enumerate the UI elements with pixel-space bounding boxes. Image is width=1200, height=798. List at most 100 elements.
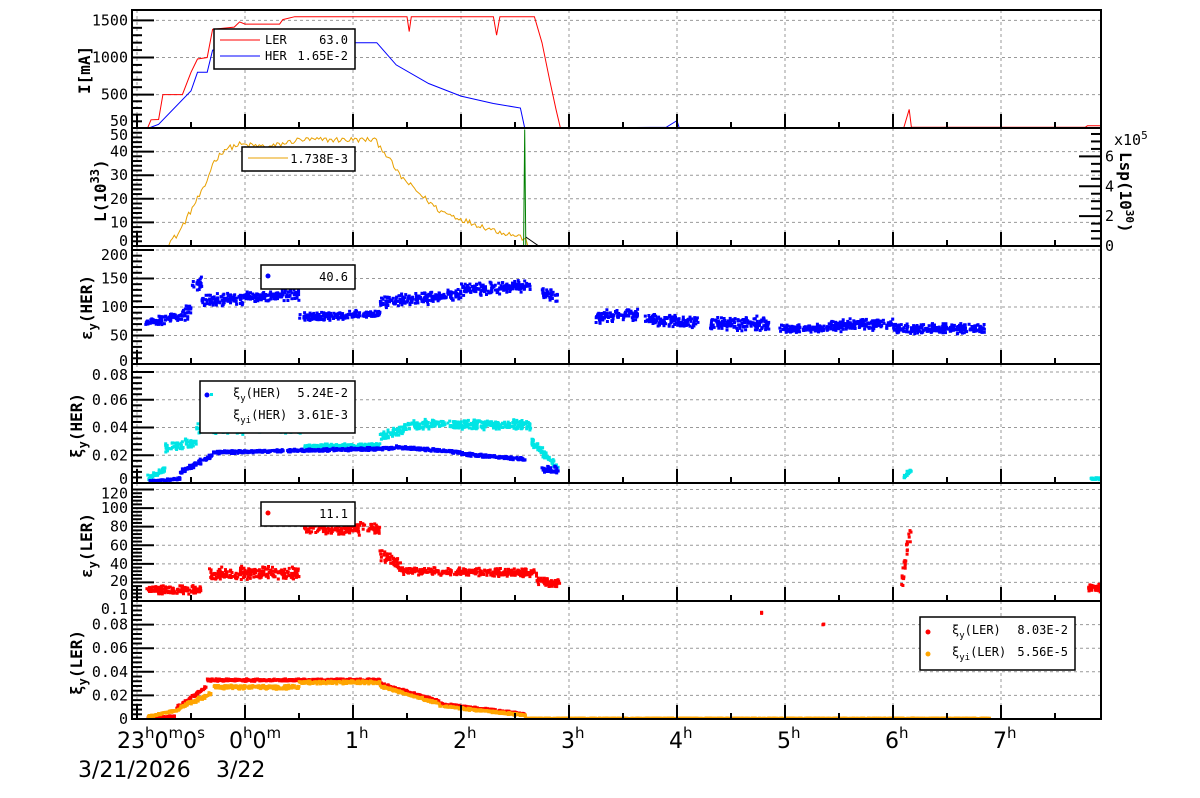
data-point (382, 553, 386, 557)
data-point (656, 324, 660, 328)
data-point (552, 469, 556, 473)
data-point (303, 311, 307, 315)
data-point (514, 282, 518, 286)
data-point (778, 326, 782, 330)
data-point (542, 294, 546, 298)
data-point (467, 573, 470, 576)
data-point (343, 530, 347, 534)
data-point (373, 522, 377, 526)
data-point (732, 325, 736, 328)
data-point (154, 322, 158, 326)
data-point (871, 328, 875, 332)
data-point (711, 323, 715, 327)
data-point (548, 298, 552, 302)
data-point (662, 318, 666, 322)
data-point (400, 292, 404, 296)
data-point (423, 421, 427, 425)
data-point (762, 324, 766, 328)
data-point (473, 289, 477, 293)
data-point (968, 328, 972, 332)
data-point (852, 319, 856, 323)
data-point (902, 577, 906, 581)
data-point (230, 297, 234, 301)
data-point (352, 527, 356, 531)
data-point (426, 570, 430, 574)
data-point (251, 292, 255, 296)
data-point (671, 317, 675, 321)
data-point (950, 327, 954, 331)
data-point (467, 568, 471, 572)
data-point (762, 316, 766, 320)
data-point (480, 424, 484, 428)
data-point (673, 313, 677, 317)
data-point (222, 301, 226, 305)
data-point (269, 570, 273, 573)
data-point (921, 330, 925, 334)
data-point (903, 564, 907, 568)
data-point (1098, 477, 1101, 481)
data-point (488, 454, 492, 457)
data-point (253, 295, 257, 299)
data-point (629, 309, 633, 313)
data-point (537, 445, 541, 449)
data-point (150, 320, 154, 324)
data-point (922, 323, 926, 327)
data-point (913, 329, 916, 333)
data-point (182, 592, 185, 596)
data-point (627, 308, 631, 312)
data-point (208, 302, 212, 306)
data-point (228, 574, 232, 578)
data-point (388, 558, 392, 562)
data-point (753, 317, 757, 321)
data-point (605, 313, 609, 317)
data-point (338, 528, 342, 532)
data-point (651, 322, 655, 325)
data-point (395, 444, 398, 448)
data-point (376, 314, 379, 318)
data-point (830, 319, 834, 323)
data-point (433, 296, 437, 300)
data-point (329, 442, 333, 446)
data-point (436, 422, 440, 426)
data-point (240, 564, 244, 568)
data-point (272, 297, 276, 301)
data-point (414, 422, 417, 426)
data-point (524, 573, 528, 577)
data-point (238, 569, 242, 573)
data-point (887, 321, 891, 325)
data-point (386, 304, 390, 307)
data-point (389, 561, 393, 565)
data-point (370, 527, 374, 531)
data-point (767, 327, 771, 331)
data-point (261, 569, 264, 573)
data-point (187, 310, 191, 314)
data-point (903, 566, 907, 570)
data-point (295, 295, 299, 299)
data-point (912, 324, 916, 328)
data-point (546, 470, 550, 473)
data-point (401, 566, 405, 570)
data-point (901, 329, 905, 333)
data-point (438, 294, 442, 298)
data-point (767, 320, 771, 324)
data-point (171, 315, 175, 319)
data-point (294, 575, 298, 579)
data-point (253, 299, 257, 303)
data-point (201, 301, 205, 305)
data-point (414, 292, 418, 295)
data-point (512, 567, 516, 571)
data-point (528, 282, 531, 286)
data-point (406, 299, 410, 303)
data-point (725, 328, 729, 332)
data-point (536, 576, 540, 580)
data-point (473, 568, 477, 571)
data-point (937, 325, 941, 329)
data-point (234, 576, 237, 580)
data-point (783, 328, 787, 332)
data-point (542, 466, 546, 470)
data-point (401, 447, 405, 451)
data-point (332, 311, 336, 315)
data-point (542, 468, 546, 472)
data-point (404, 293, 408, 297)
data-point (229, 576, 233, 579)
